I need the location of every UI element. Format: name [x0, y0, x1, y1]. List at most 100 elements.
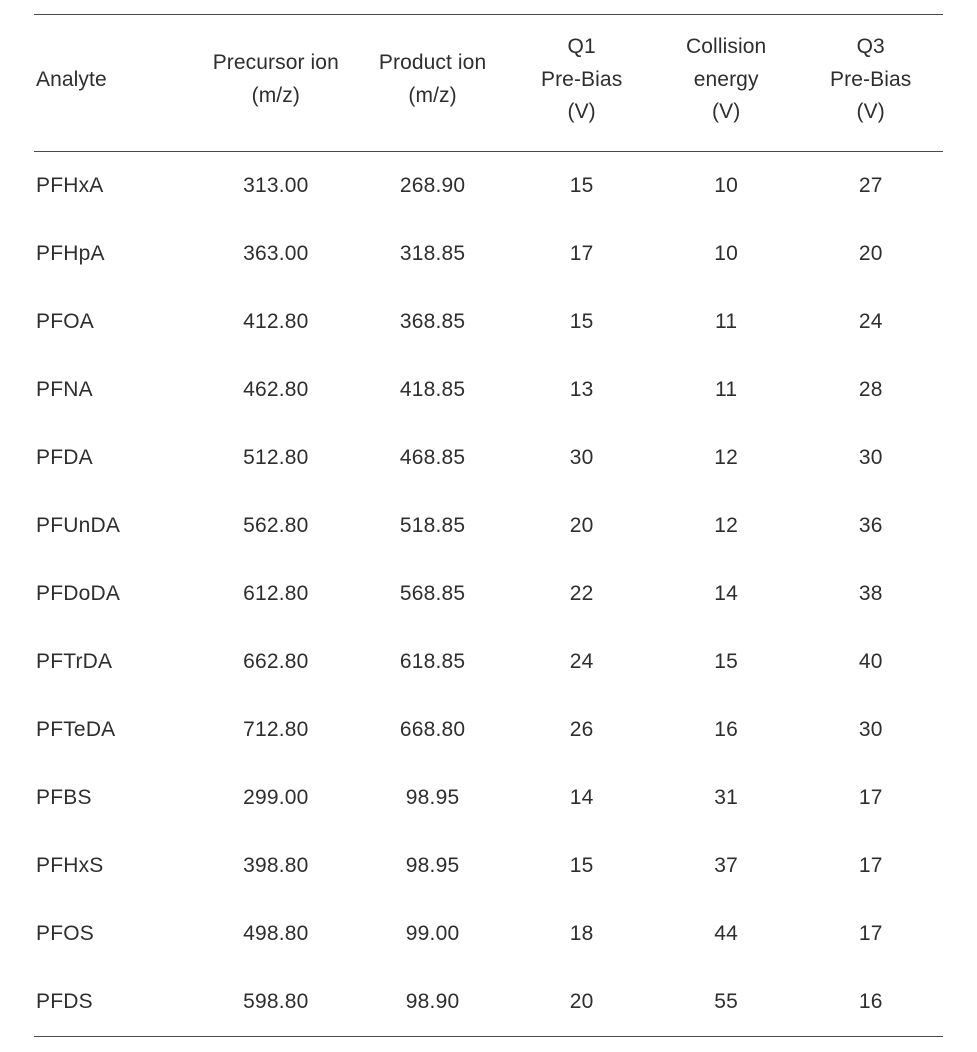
cell-value: 363.00	[196, 220, 356, 288]
table-row: PFDS598.8098.90205516	[34, 968, 943, 1037]
cell-value: 31	[654, 764, 799, 832]
cell-analyte: PFHpA	[34, 220, 196, 288]
cell-value: 668.80	[356, 696, 510, 764]
table-row: PFTrDA662.80618.85241540	[34, 628, 943, 696]
cell-value: 612.80	[196, 560, 356, 628]
header-text: (V)	[513, 96, 650, 129]
header-text: Product ion	[360, 47, 506, 80]
table-row: PFBS299.0098.95143117	[34, 764, 943, 832]
analyte-table: Analyte Precursor ion (m/z) Product ion …	[34, 14, 943, 1037]
cell-value: 28	[798, 356, 943, 424]
cell-analyte: PFHxA	[34, 151, 196, 220]
cell-value: 562.80	[196, 492, 356, 560]
cell-value: 17	[798, 764, 943, 832]
cell-value: 38	[798, 560, 943, 628]
table-row: PFHpA363.00318.85171020	[34, 220, 943, 288]
header-text: (m/z)	[360, 80, 506, 113]
cell-value: 15	[509, 288, 654, 356]
cell-value: 44	[654, 900, 799, 968]
cell-analyte: PFNA	[34, 356, 196, 424]
cell-value: 512.80	[196, 424, 356, 492]
cell-value: 99.00	[356, 900, 510, 968]
cell-value: 412.80	[196, 288, 356, 356]
cell-value: 36	[798, 492, 943, 560]
cell-value: 40	[798, 628, 943, 696]
header-text: Pre-Bias	[802, 64, 939, 97]
header-text: Collision	[658, 31, 795, 64]
cell-value: 20	[509, 492, 654, 560]
col-header-analyte: Analyte	[34, 15, 196, 152]
cell-value: 16	[798, 968, 943, 1037]
header-text: Q3	[802, 31, 939, 64]
cell-value: 418.85	[356, 356, 510, 424]
table-body: PFHxA313.00268.90151027PFHpA363.00318.85…	[34, 151, 943, 1036]
cell-value: 498.80	[196, 900, 356, 968]
cell-value: 13	[509, 356, 654, 424]
col-header-q3: Q3 Pre-Bias (V)	[798, 15, 943, 152]
cell-analyte: PFTeDA	[34, 696, 196, 764]
table-row: PFNA462.80418.85131128	[34, 356, 943, 424]
cell-value: 24	[509, 628, 654, 696]
cell-value: 30	[798, 424, 943, 492]
cell-value: 15	[654, 628, 799, 696]
cell-value: 24	[798, 288, 943, 356]
col-header-product: Product ion (m/z)	[356, 15, 510, 152]
cell-value: 15	[509, 832, 654, 900]
cell-value: 11	[654, 356, 799, 424]
cell-value: 518.85	[356, 492, 510, 560]
page: Analyte Precursor ion (m/z) Product ion …	[0, 0, 977, 1052]
cell-analyte: PFBS	[34, 764, 196, 832]
cell-value: 20	[509, 968, 654, 1037]
table-row: PFUnDA562.80518.85201236	[34, 492, 943, 560]
header-text: (V)	[802, 96, 939, 129]
table-row: PFHxA313.00268.90151027	[34, 151, 943, 220]
col-header-q1: Q1 Pre-Bias (V)	[509, 15, 654, 152]
cell-value: 30	[509, 424, 654, 492]
cell-value: 27	[798, 151, 943, 220]
cell-value: 37	[654, 832, 799, 900]
cell-value: 10	[654, 151, 799, 220]
cell-value: 299.00	[196, 764, 356, 832]
cell-value: 12	[654, 424, 799, 492]
cell-analyte: PFDoDA	[34, 560, 196, 628]
cell-analyte: PFOS	[34, 900, 196, 968]
cell-value: 20	[798, 220, 943, 288]
table-row: PFDA512.80468.85301230	[34, 424, 943, 492]
cell-analyte: PFHxS	[34, 832, 196, 900]
cell-value: 398.80	[196, 832, 356, 900]
cell-value: 12	[654, 492, 799, 560]
cell-value: 98.90	[356, 968, 510, 1037]
cell-value: 268.90	[356, 151, 510, 220]
cell-value: 14	[509, 764, 654, 832]
cell-value: 368.85	[356, 288, 510, 356]
cell-analyte: PFOA	[34, 288, 196, 356]
table-row: PFOS498.8099.00184417	[34, 900, 943, 968]
cell-value: 17	[798, 900, 943, 968]
cell-value: 468.85	[356, 424, 510, 492]
table-row: PFTeDA712.80668.80261630	[34, 696, 943, 764]
cell-value: 662.80	[196, 628, 356, 696]
cell-value: 462.80	[196, 356, 356, 424]
col-header-collision-energy: Collision energy (V)	[654, 15, 799, 152]
table-row: PFOA412.80368.85151124	[34, 288, 943, 356]
cell-value: 98.95	[356, 832, 510, 900]
table-row: PFDoDA612.80568.85221438	[34, 560, 943, 628]
table-header: Analyte Precursor ion (m/z) Product ion …	[34, 15, 943, 152]
cell-value: 30	[798, 696, 943, 764]
cell-value: 17	[509, 220, 654, 288]
cell-value: 16	[654, 696, 799, 764]
header-text: (m/z)	[200, 80, 352, 113]
cell-value: 22	[509, 560, 654, 628]
cell-value: 313.00	[196, 151, 356, 220]
cell-value: 11	[654, 288, 799, 356]
cell-value: 17	[798, 832, 943, 900]
cell-value: 55	[654, 968, 799, 1037]
cell-value: 318.85	[356, 220, 510, 288]
header-text: Pre-Bias	[513, 64, 650, 97]
header-text: Precursor ion	[200, 47, 352, 80]
col-header-precursor: Precursor ion (m/z)	[196, 15, 356, 152]
header-text: (V)	[658, 96, 795, 129]
cell-value: 598.80	[196, 968, 356, 1037]
cell-value: 98.95	[356, 764, 510, 832]
cell-value: 26	[509, 696, 654, 764]
